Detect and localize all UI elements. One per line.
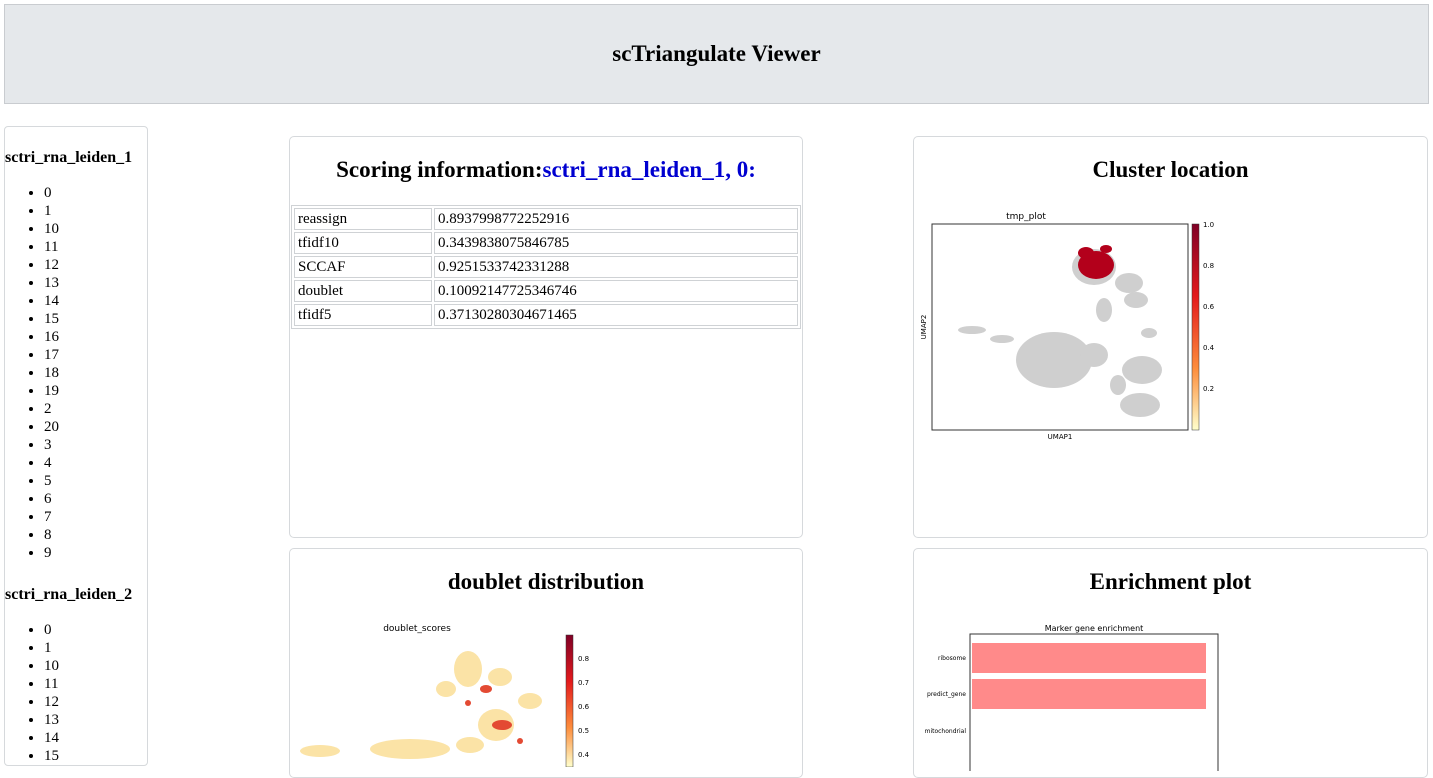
- cluster-list-item[interactable]: 14: [44, 729, 132, 747]
- cluster-list-item[interactable]: 11: [44, 675, 132, 693]
- score-value: 0.3439838075846785: [434, 232, 798, 254]
- cluster-sidebar: sctri_rna_leiden_1 011011121314151617181…: [4, 126, 148, 766]
- colorbar-tick: 1.0: [1203, 221, 1214, 229]
- app-header: scTriangulate Viewer: [4, 4, 1429, 104]
- score-key: tfidf5: [294, 304, 432, 326]
- cluster-list-item[interactable]: 20: [44, 418, 132, 436]
- colorbar-tick: 0.5: [578, 727, 589, 735]
- doublet-title: doublet distribution: [447, 569, 645, 594]
- umap-y-label: UMAP2: [920, 315, 928, 340]
- umap-plot-title: tmp_plot: [1006, 212, 1046, 222]
- scoring-title-prefix: Scoring information:: [336, 157, 543, 182]
- cluster-list-item[interactable]: 0: [44, 621, 132, 639]
- doublet-high-cells: [465, 685, 523, 744]
- cluster-location-panel: Cluster location tmp_plot UMAP1 UMAP2: [913, 136, 1428, 538]
- colorbar-tick: 0.2: [1203, 385, 1214, 393]
- scoring-cluster-link[interactable]: sctri_rna_leiden_1, 0:: [542, 157, 756, 182]
- cluster-list-item[interactable]: 7: [44, 508, 132, 526]
- cluster-list-item[interactable]: 15: [44, 310, 132, 328]
- cluster-list-item[interactable]: 12: [44, 693, 132, 711]
- cluster-list-item[interactable]: 5: [44, 472, 132, 490]
- cluster-list-item[interactable]: 18: [44, 364, 132, 382]
- enrichment-title: Enrichment plot: [1089, 569, 1252, 594]
- table-row: SCCAF 0.9251533742331288: [294, 256, 798, 278]
- cluster-list-item[interactable]: 11: [44, 238, 132, 256]
- score-key: reassign: [294, 208, 432, 230]
- umap-colorbar-ticks: 1.0 0.8 0.6 0.4 0.2: [1203, 221, 1215, 393]
- enrichment-bar-label: predict_gene: [927, 691, 966, 698]
- doublet-panel: doublet distribution doublet_scores: [289, 548, 803, 778]
- cluster-list-item[interactable]: 1: [44, 639, 132, 657]
- score-value: 0.10092147725346746: [434, 280, 798, 302]
- score-key: SCCAF: [294, 256, 432, 278]
- cluster-location-title: Cluster location: [1092, 157, 1249, 182]
- cluster-list-item[interactable]: 16: [44, 328, 132, 346]
- colorbar-tick: 0.4: [1203, 344, 1215, 352]
- enrichment-bar-plot: Marker gene enrichment ribosome predict_…: [925, 624, 1219, 771]
- cluster-umap-plot: tmp_plot UMAP1 UMAP2: [920, 212, 1215, 441]
- table-row: tfidf10 0.3439838075846785: [294, 232, 798, 254]
- cluster-list-item[interactable]: 3: [44, 436, 132, 454]
- doublet-colorbar-ticks: 0.8 0.7 0.6 0.5 0.4: [578, 655, 590, 759]
- cluster-list-item[interactable]: 17: [44, 346, 132, 364]
- enrichment-bar-label: mitochondrial: [925, 728, 967, 735]
- cluster-list-item[interactable]: 12: [44, 256, 132, 274]
- scoring-table: reassign 0.8937998772252916 tfidf10 0.34398…: [291, 205, 801, 329]
- colorbar-tick: 0.6: [578, 703, 590, 711]
- cluster-list-item[interactable]: 6: [44, 490, 132, 508]
- colorbar-tick: 0.8: [578, 655, 589, 663]
- umap-x-label: UMAP1: [1048, 433, 1073, 441]
- colorbar-tick: 0.6: [1203, 303, 1215, 311]
- doublet-plot-title: doublet_scores: [383, 624, 451, 634]
- cluster-list-item[interactable]: 15: [44, 747, 132, 765]
- doublet-umap-plot: doublet_scores 0.8: [300, 624, 590, 767]
- cluster-list-item[interactable]: 19: [44, 382, 132, 400]
- sidebar-group-title: sctri_rna_leiden_1: [5, 149, 133, 166]
- scoring-title: Scoring information:sctri_rna_leiden_1, …: [290, 157, 802, 183]
- enrichment-plot-title: Marker gene enrichment: [1045, 624, 1144, 633]
- app-title: scTriangulate Viewer: [612, 41, 821, 66]
- table-row: tfidf5 0.37130280304671465: [294, 304, 798, 326]
- umap-cluster-highlight: [1078, 245, 1114, 279]
- umap-colorbar: [1191, 223, 1200, 431]
- enrichment-bar: [972, 679, 1206, 709]
- colorbar-tick: 0.8: [1203, 262, 1214, 270]
- enrichment-bar-label: ribosome: [938, 655, 966, 662]
- score-key: tfidf10: [294, 232, 432, 254]
- enrichment-bar: [972, 643, 1206, 673]
- colorbar-tick: 0.7: [578, 679, 589, 687]
- doublet-colorbar: [565, 634, 574, 767]
- sidebar-group-list: 01101112131415: [5, 621, 132, 765]
- sidebar-group-title: sctri_rna_leiden_2: [5, 586, 133, 603]
- scoring-panel: Scoring information:sctri_rna_leiden_1, …: [289, 136, 803, 538]
- table-row: doublet 0.10092147725346746: [294, 280, 798, 302]
- table-row: reassign 0.8937998772252916: [294, 208, 798, 230]
- cluster-list-item[interactable]: 10: [44, 220, 132, 238]
- cluster-list-item[interactable]: 10: [44, 657, 132, 675]
- cluster-list-item[interactable]: 1: [44, 202, 132, 220]
- score-value: 0.9251533742331288: [434, 256, 798, 278]
- score-value: 0.37130280304671465: [434, 304, 798, 326]
- cluster-list-item[interactable]: 13: [44, 711, 132, 729]
- cluster-list-item[interactable]: 0: [44, 184, 132, 202]
- cluster-list-item[interactable]: 4: [44, 454, 132, 472]
- doublet-cells: [300, 651, 542, 759]
- enrichment-panel: Enrichment plot Marker gene enrichment r…: [913, 548, 1428, 778]
- cluster-list-item[interactable]: 9: [44, 544, 132, 562]
- cluster-list-item[interactable]: 8: [44, 526, 132, 544]
- cluster-list-item[interactable]: 2: [44, 400, 132, 418]
- colorbar-tick: 0.4: [578, 751, 590, 759]
- cluster-list-item[interactable]: 14: [44, 292, 132, 310]
- score-key: doublet: [294, 280, 432, 302]
- cluster-list-item[interactable]: 13: [44, 274, 132, 292]
- sidebar-group-list: 01101112131415161718192203456789: [5, 184, 132, 562]
- score-value: 0.8937998772252916: [434, 208, 798, 230]
